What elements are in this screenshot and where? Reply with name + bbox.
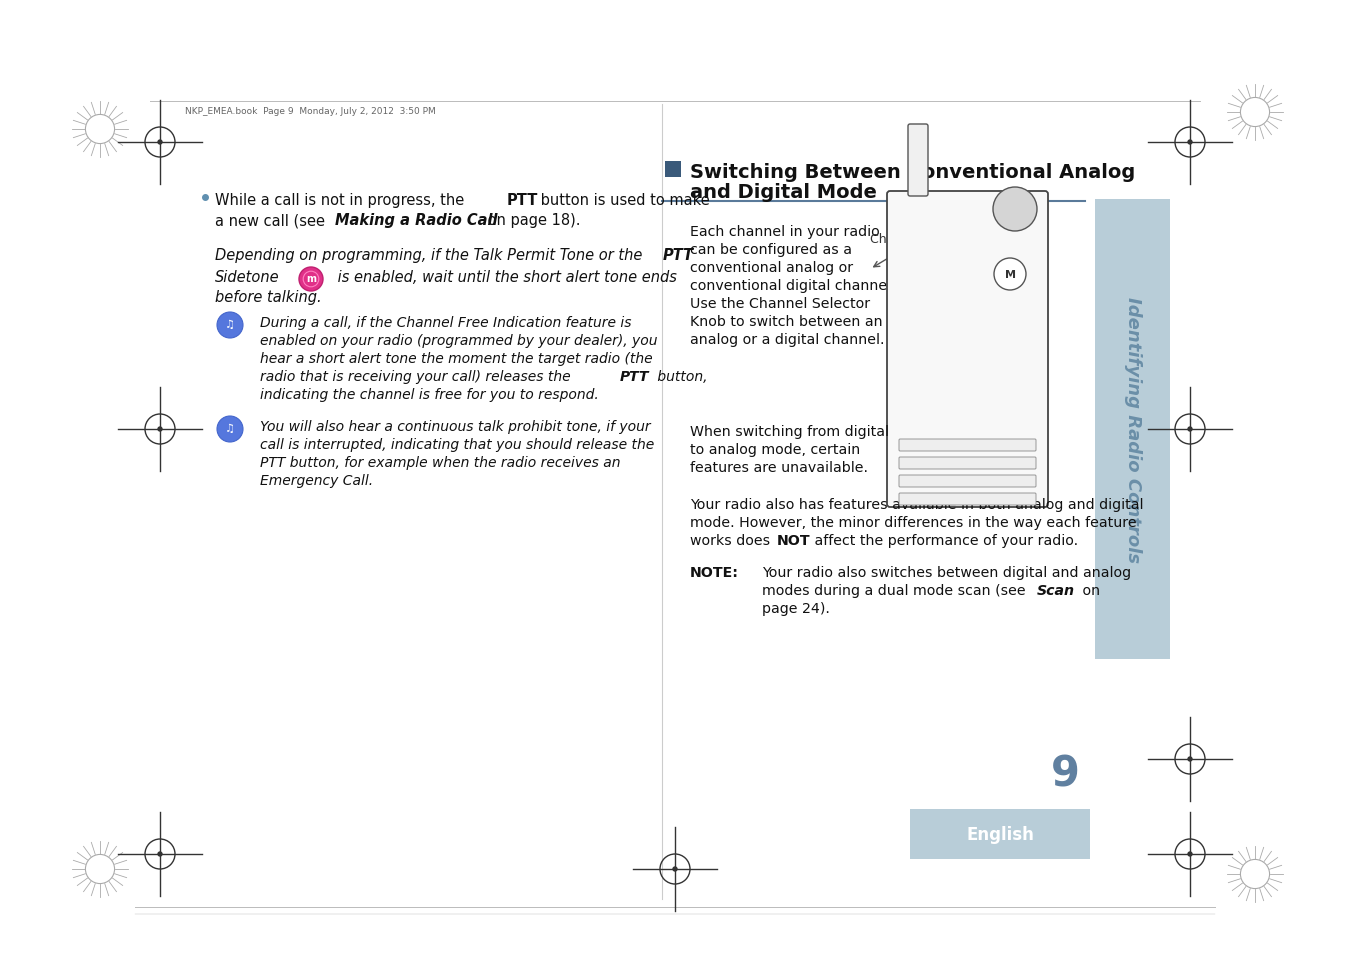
Text: Each channel in your radio: Each channel in your radio	[690, 225, 880, 239]
Text: conventional analog or: conventional analog or	[690, 261, 853, 274]
Circle shape	[158, 851, 163, 857]
FancyBboxPatch shape	[666, 162, 680, 178]
Text: modes during a dual mode scan (see: modes during a dual mode scan (see	[761, 583, 1030, 598]
Text: radio that is receiving your call) releases the: radio that is receiving your call) relea…	[261, 370, 575, 384]
Text: Depending on programming, if the Talk Permit Tone or the: Depending on programming, if the Talk Pe…	[215, 248, 647, 263]
Circle shape	[158, 140, 163, 146]
FancyBboxPatch shape	[899, 439, 1035, 452]
Circle shape	[217, 416, 243, 442]
Text: Your radio also switches between digital and analog: Your radio also switches between digital…	[761, 565, 1131, 579]
Text: button,: button,	[653, 370, 707, 384]
Text: Scan: Scan	[1037, 583, 1075, 598]
Circle shape	[672, 866, 678, 872]
Text: on page 18).: on page 18).	[483, 213, 580, 228]
Text: button is used to make: button is used to make	[536, 193, 710, 208]
Text: Channel Selector Knob: Channel Selector Knob	[869, 233, 1012, 246]
Text: ♫: ♫	[225, 319, 235, 330]
FancyBboxPatch shape	[899, 476, 1035, 488]
Text: NOT: NOT	[778, 534, 810, 547]
Circle shape	[1187, 427, 1192, 433]
Text: PTT: PTT	[620, 370, 649, 384]
FancyBboxPatch shape	[909, 125, 927, 196]
Text: Use the Channel Selector: Use the Channel Selector	[690, 296, 871, 311]
Text: Emergency Call.: Emergency Call.	[261, 474, 373, 488]
Text: works does: works does	[690, 534, 775, 547]
Text: 9: 9	[1050, 753, 1080, 795]
Text: hear a short alert tone the moment the target radio (the: hear a short alert tone the moment the t…	[261, 352, 652, 366]
Circle shape	[1187, 140, 1192, 146]
Text: m: m	[306, 274, 316, 284]
FancyBboxPatch shape	[1095, 200, 1170, 659]
Circle shape	[1187, 851, 1192, 857]
Text: analog or a digital channel.: analog or a digital channel.	[690, 333, 884, 347]
Text: While a call is not in progress, the: While a call is not in progress, the	[215, 193, 468, 208]
Text: Your radio also has features available in both analog and digital: Your radio also has features available i…	[690, 497, 1143, 512]
Text: M: M	[1004, 270, 1015, 280]
Text: Sidetone: Sidetone	[215, 270, 279, 285]
Circle shape	[994, 258, 1026, 291]
Text: You will also hear a continuous talk prohibit tone, if your: You will also hear a continuous talk pro…	[261, 419, 651, 434]
Circle shape	[217, 313, 243, 338]
Text: PTT: PTT	[508, 193, 539, 208]
Text: can be configured as a: can be configured as a	[690, 243, 852, 256]
Text: page 24).: page 24).	[761, 601, 830, 616]
Text: to analog mode, certain: to analog mode, certain	[690, 442, 860, 456]
FancyBboxPatch shape	[887, 192, 1048, 507]
Text: a new call (see: a new call (see	[215, 213, 329, 228]
Circle shape	[298, 268, 323, 292]
FancyBboxPatch shape	[899, 457, 1035, 470]
Text: NOTE:: NOTE:	[690, 565, 738, 579]
Text: PTT: PTT	[663, 248, 694, 263]
Text: enabled on your radio (programmed by your dealer), you: enabled on your radio (programmed by you…	[261, 334, 657, 348]
Circle shape	[994, 188, 1037, 232]
Text: Identifying Radio Controls: Identifying Radio Controls	[1123, 296, 1142, 562]
Text: affect the performance of your radio.: affect the performance of your radio.	[810, 534, 1079, 547]
FancyBboxPatch shape	[910, 809, 1089, 859]
Text: English: English	[967, 825, 1034, 843]
Circle shape	[158, 427, 163, 433]
Text: and Digital Mode: and Digital Mode	[690, 183, 878, 202]
Text: Switching Between Conventional Analog: Switching Between Conventional Analog	[690, 163, 1135, 182]
Text: NKP_EMEA.book  Page 9  Monday, July 2, 2012  3:50 PM: NKP_EMEA.book Page 9 Monday, July 2, 201…	[185, 107, 436, 116]
FancyBboxPatch shape	[899, 494, 1035, 505]
Text: When switching from digital: When switching from digital	[690, 424, 890, 438]
Circle shape	[1187, 757, 1192, 761]
Text: conventional digital channel.: conventional digital channel.	[690, 278, 895, 293]
Text: mode. However, the minor differences in the way each feature: mode. However, the minor differences in …	[690, 516, 1137, 530]
Text: PTT button, for example when the radio receives an: PTT button, for example when the radio r…	[261, 456, 621, 470]
Text: call is interrupted, indicating that you should release the: call is interrupted, indicating that you…	[261, 437, 655, 452]
Text: before talking.: before talking.	[215, 290, 321, 305]
Text: on: on	[1079, 583, 1100, 598]
Text: ♫: ♫	[225, 423, 235, 434]
Text: indicating the channel is free for you to respond.: indicating the channel is free for you t…	[261, 388, 599, 401]
Text: Knob to switch between an: Knob to switch between an	[690, 314, 883, 329]
Text: is enabled, wait until the short alert tone ends: is enabled, wait until the short alert t…	[333, 270, 676, 285]
Text: During a call, if the Channel Free Indication feature is: During a call, if the Channel Free Indic…	[261, 315, 632, 330]
Text: features are unavailable.: features are unavailable.	[690, 460, 868, 475]
Text: Making a Radio Call: Making a Radio Call	[335, 213, 498, 228]
